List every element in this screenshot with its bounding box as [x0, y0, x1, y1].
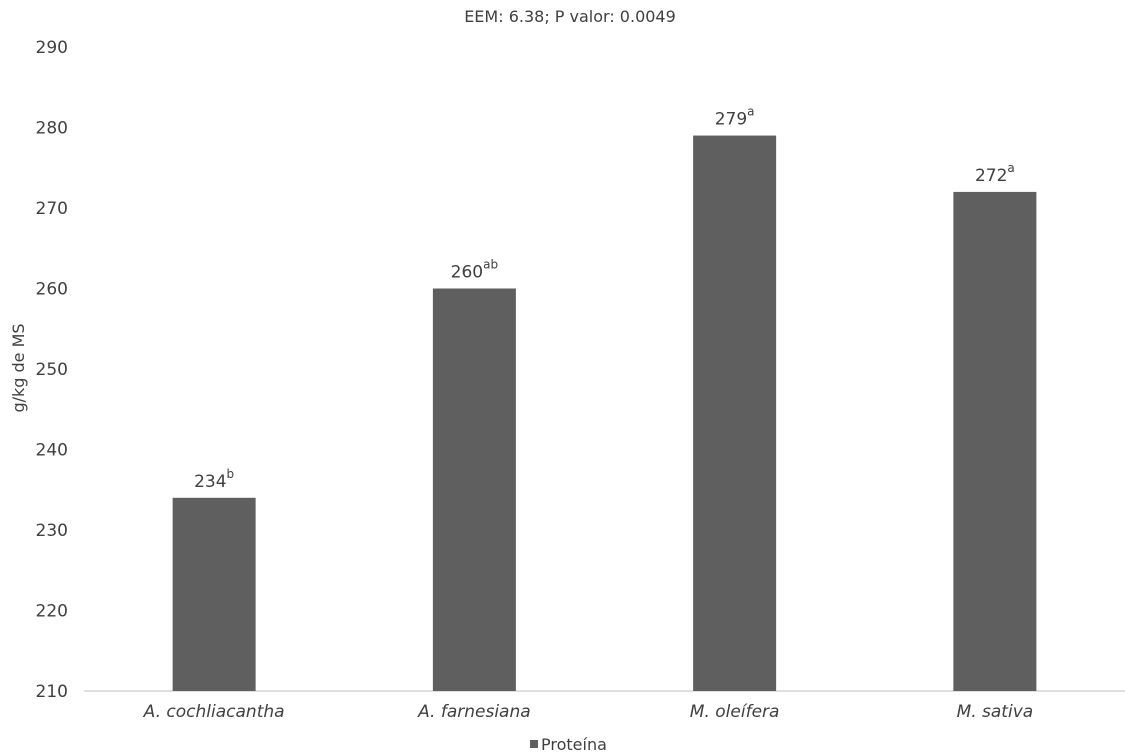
- bar: [172, 497, 256, 691]
- legend-label: Proteína: [541, 735, 607, 754]
- data-label: 272a: [975, 161, 1015, 186]
- data-label: 234b: [194, 467, 234, 492]
- x-category-label: A. farnesiana: [417, 702, 531, 722]
- y-tick-label: 230: [36, 521, 68, 541]
- data-label: 279a: [715, 105, 755, 130]
- bar: [693, 135, 777, 692]
- y-axis-ticks: 210 220 230 240 250 260 270 280 290: [36, 38, 68, 702]
- y-tick-label: 250: [36, 360, 68, 380]
- y-tick-label: 290: [36, 38, 68, 58]
- data-label: 260ab: [451, 258, 498, 283]
- y-axis-title: g/kg de MS: [9, 323, 28, 412]
- y-tick-label: 220: [36, 602, 68, 622]
- bars: [172, 135, 1037, 692]
- x-category-label: M. oleífera: [690, 702, 780, 722]
- y-tick-label: 260: [36, 280, 68, 300]
- y-tick-label: 270: [36, 199, 68, 219]
- data-labels: 234b 260ab 279a 272a: [194, 105, 1015, 492]
- x-category-label: A. cochliacantha: [143, 702, 285, 722]
- y-tick-label: 240: [36, 441, 68, 461]
- legend: Proteína: [530, 735, 607, 754]
- bar: [953, 191, 1037, 691]
- x-category-label: M. sativa: [957, 702, 1034, 722]
- y-tick-label: 210: [36, 682, 68, 702]
- chart-subtitle: EEM: 6.38; P valor: 0.0049: [464, 7, 676, 26]
- legend-swatch: [530, 740, 538, 748]
- y-tick-label: 280: [36, 119, 68, 139]
- category-labels: A. cochliacantha A. farnesiana M. oleífera…: [143, 702, 1034, 722]
- bar: [432, 288, 516, 691]
